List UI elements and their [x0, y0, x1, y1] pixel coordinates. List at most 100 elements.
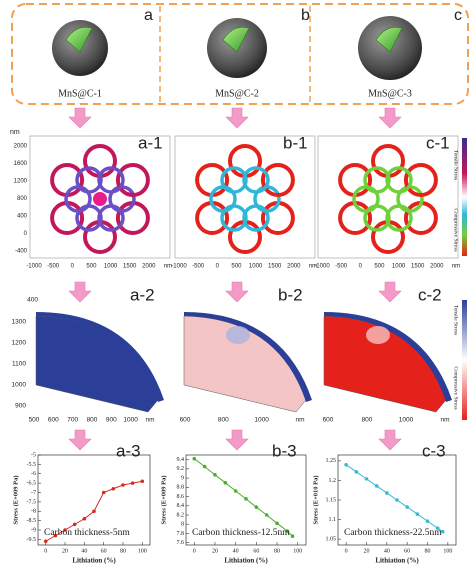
arrow: [225, 107, 249, 129]
data-point: [374, 484, 379, 488]
data-point: [435, 526, 440, 530]
y-tick-label: 400: [17, 214, 28, 220]
y-tick-label: 7.6: [177, 540, 185, 546]
x-tick-label: 1000: [249, 264, 263, 270]
y-tick-label: -6.5: [27, 481, 37, 487]
data-point: [385, 491, 389, 495]
x-tick-label: 100: [138, 548, 147, 554]
data-point: [101, 490, 106, 495]
x-tick-label: 2000: [142, 264, 156, 270]
x-tick-label: 1500: [268, 264, 282, 270]
outer-particle: [83, 144, 117, 178]
y-tick-label: 7.8: [177, 531, 185, 537]
x-tick-label: 60: [404, 548, 410, 554]
x-tick-label: 40: [81, 548, 87, 554]
x-tick-label: nm: [145, 417, 154, 424]
outer-particle: [260, 163, 295, 197]
arrow: [378, 281, 402, 303]
panel-label: a-3: [116, 441, 141, 460]
x-tick-label: 500: [86, 264, 97, 270]
data-point: [63, 528, 67, 532]
arrow: [68, 281, 92, 303]
y-tick-label: 1200: [12, 340, 27, 347]
x-tick-label: 100: [443, 548, 452, 554]
y-tick-label: 1200: [14, 179, 28, 185]
data-point: [254, 505, 259, 509]
x-tick-label: 500: [231, 264, 242, 270]
panel-label: c-3: [422, 441, 446, 460]
x-tick-label: 700: [67, 417, 78, 424]
data-point: [364, 477, 369, 481]
x-tick-label: nm: [309, 264, 317, 270]
x-tick-label: -500: [47, 264, 60, 270]
mns-core: [375, 26, 403, 53]
data-point: [275, 521, 279, 526]
inner-particle: [97, 166, 125, 194]
x-tick-label: -500: [335, 264, 348, 270]
x-tick-label: 20: [212, 548, 218, 554]
y-tick-label: 1.05: [326, 537, 337, 543]
data-point: [72, 522, 77, 527]
y-tick-label: 8: [181, 522, 184, 528]
arrow: [378, 107, 402, 129]
mns-core: [65, 26, 93, 53]
panel-label: c-2: [418, 285, 442, 304]
data-point: [121, 483, 125, 487]
y-tick-label: 1.2: [329, 478, 337, 484]
x-tick-label: 80: [120, 548, 126, 554]
plot-frame: [185, 454, 307, 546]
x-tick-label: 40: [384, 548, 390, 554]
y-tick-label: 0: [24, 231, 28, 237]
x-tick-label: 900: [106, 417, 117, 424]
y-tick-label: -5.5: [27, 462, 37, 468]
y-tick-label: -9: [31, 527, 36, 533]
y-tick-label: -5: [31, 452, 36, 458]
y-tick-label: 9.4: [177, 457, 185, 463]
inner-particle: [363, 166, 391, 194]
plot-frame: [37, 454, 151, 546]
x-tick-label: 500: [29, 417, 40, 424]
data-point: [202, 464, 207, 469]
x-tick-label: 600: [180, 417, 191, 424]
y-tick-label: 2000: [14, 144, 28, 150]
x-tick-label: 1000: [254, 417, 269, 424]
plot-frame: [174, 135, 316, 259]
panel-label: c-1: [426, 133, 450, 152]
x-tick-label: -500: [192, 264, 205, 270]
x-tick-label: 1000: [399, 417, 414, 424]
x-tick-label: 800: [362, 417, 373, 424]
y-tick-label: -400: [15, 249, 28, 255]
outer-particle: [371, 144, 405, 178]
x-tick-label: 60: [253, 548, 259, 554]
data-point: [223, 480, 228, 485]
x-tick-label: 1000: [123, 417, 138, 424]
y-tick-label: -8.5: [27, 518, 37, 524]
x-tick-label: nm: [440, 417, 449, 424]
x-tick-label: 0: [193, 548, 196, 554]
shell-edge: [324, 312, 452, 402]
x-tick-label: 80: [425, 548, 431, 554]
data-point: [415, 512, 420, 516]
inner-particle: [97, 204, 125, 232]
mns-core: [222, 26, 250, 53]
x-tick-label: 100: [293, 548, 302, 554]
x-tick-label: nm: [295, 417, 304, 424]
y-tick-label: 400: [27, 297, 38, 304]
data-point: [264, 513, 269, 517]
outer-particle: [228, 144, 262, 178]
y-axis-label: Stress (E+009 Pa): [12, 475, 19, 524]
colorbar-label: Tensile Stress: [453, 150, 459, 180]
x-tick-label: 2000: [287, 264, 301, 270]
x-tick-label: 0: [71, 264, 75, 270]
stress-spot: [226, 326, 250, 344]
data-point: [213, 473, 217, 477]
y-tick-label: 8.6: [177, 494, 185, 500]
y-unit: nm: [10, 129, 20, 136]
y-tick-label: 8.8: [177, 485, 185, 491]
x-tick-label: -1000: [26, 264, 42, 270]
x-tick-label: nm: [164, 264, 172, 270]
y-tick-label: -7.5: [27, 499, 37, 505]
x-tick-label: 500: [374, 264, 385, 270]
x-tick-label: 20: [62, 548, 68, 554]
x-tick-label: 800: [218, 417, 229, 424]
